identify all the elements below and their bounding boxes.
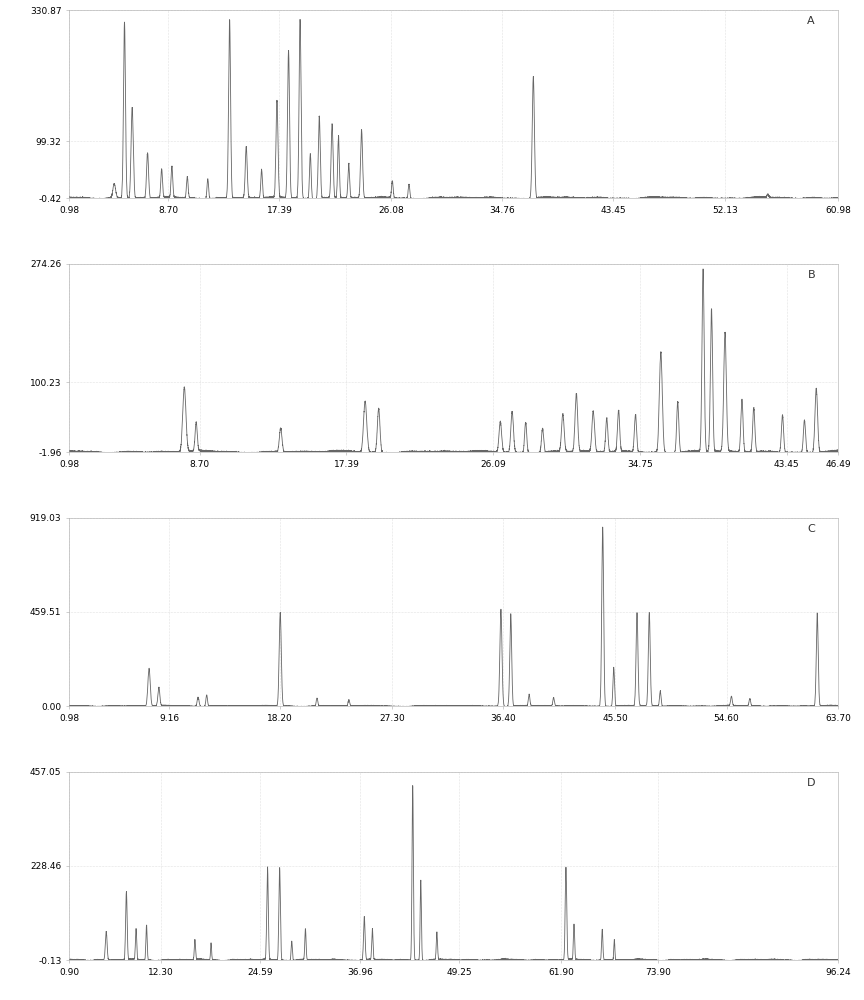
Text: C: C [807, 524, 815, 534]
Text: B: B [807, 270, 815, 280]
Text: A: A [807, 16, 815, 26]
Text: D: D [806, 778, 815, 788]
